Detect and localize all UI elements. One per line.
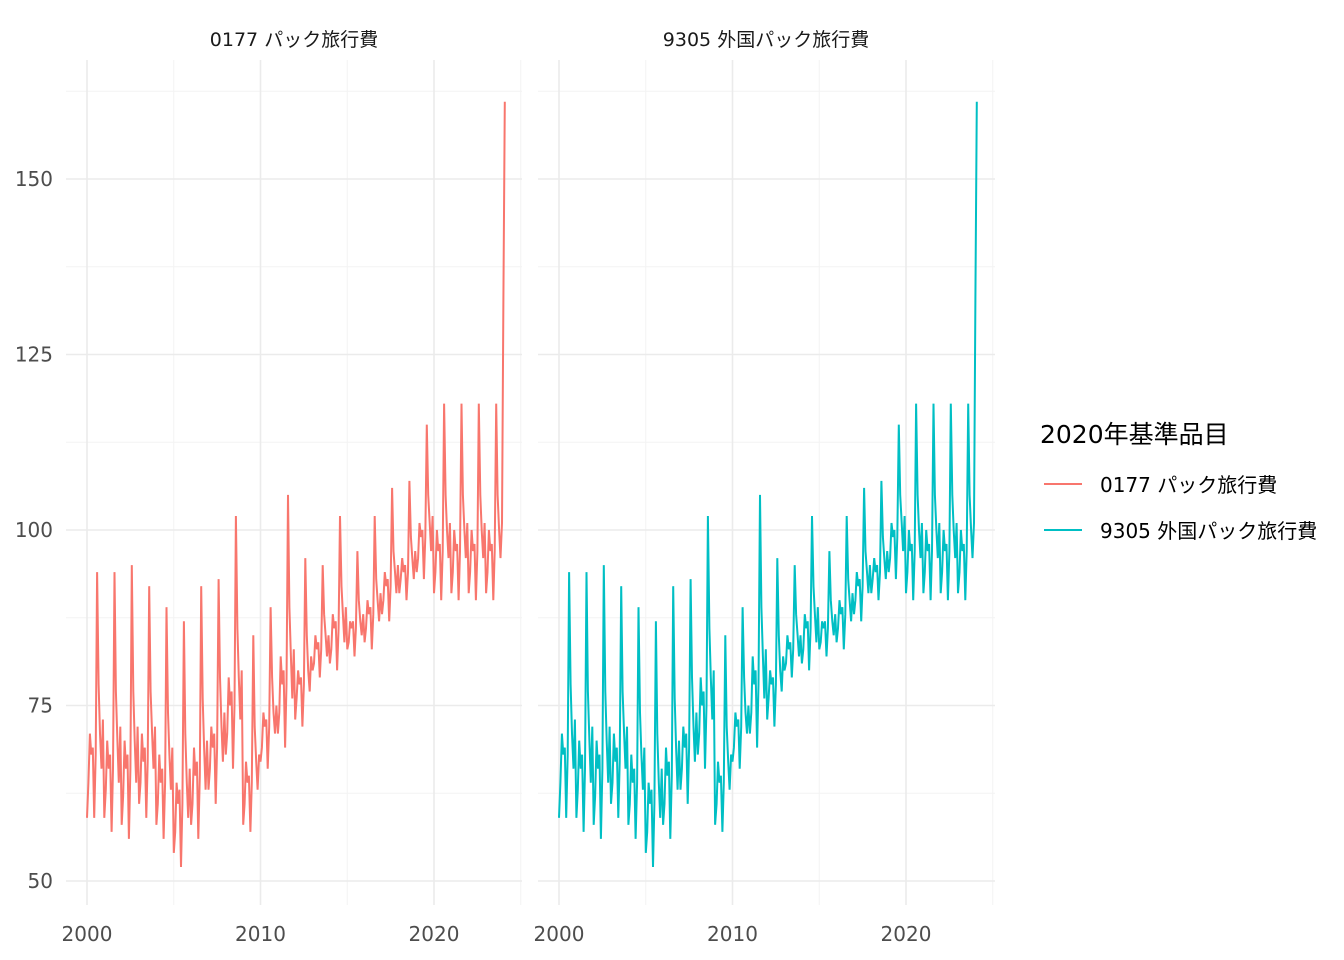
x-tick-label: 2000 xyxy=(534,922,585,946)
x-tick-label: 2010 xyxy=(235,922,286,946)
series-line-0177 xyxy=(86,101,506,868)
y-tick-label: 50 xyxy=(28,869,53,893)
panel-2: 2000 2010 2020 xyxy=(534,60,995,946)
x-tick-label: 2020 xyxy=(409,922,460,946)
y-tick-label: 125 xyxy=(15,343,53,367)
facet-title-9305: 9305 外国パック旅行費 xyxy=(663,29,869,51)
legend-label-0177: 0177 パック旅行費 xyxy=(1100,473,1277,497)
y-tick-label: 75 xyxy=(28,694,53,718)
panel-1: 2000 2010 2020 xyxy=(62,60,522,946)
x-tick-label: 2010 xyxy=(707,922,758,946)
legend-label-9305: 9305 外国パック旅行費 xyxy=(1100,519,1317,543)
x-tick-label: 2020 xyxy=(881,922,932,946)
y-tick-label: 100 xyxy=(15,518,53,542)
x-tick-label: 2000 xyxy=(62,922,113,946)
legend-title: 2020年基準品目 xyxy=(1040,420,1229,449)
y-tick-label: 150 xyxy=(15,167,53,191)
legend: 2020年基準品目 0177 パック旅行費 9305 外国パック旅行費 xyxy=(1040,420,1317,543)
series-line-9305 xyxy=(558,101,978,868)
facet-title-0177: 0177 パック旅行費 xyxy=(210,29,378,51)
